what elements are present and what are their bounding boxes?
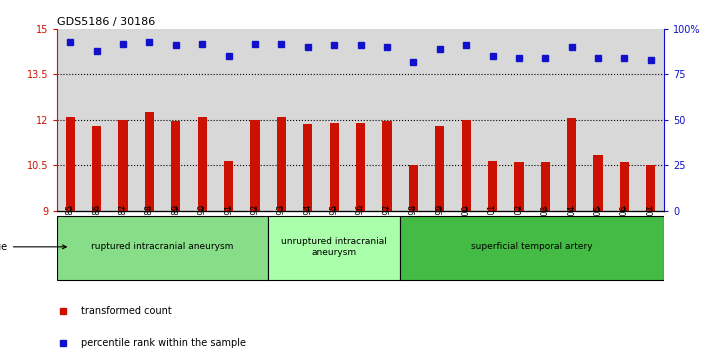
Bar [488, 160, 497, 211]
Bar [646, 165, 655, 211]
Bar [303, 125, 313, 211]
Bar [356, 123, 365, 211]
Bar [57, 216, 268, 280]
Bar [277, 117, 286, 211]
Bar [461, 120, 471, 211]
Text: unruptured intracranial
aneurysm: unruptured intracranial aneurysm [281, 237, 387, 257]
Text: superficial temporal artery: superficial temporal artery [471, 242, 593, 251]
Bar [330, 123, 339, 211]
Bar [408, 165, 418, 211]
Bar [224, 160, 233, 211]
Text: transformed count: transformed count [81, 306, 172, 316]
Bar [593, 155, 603, 211]
Bar [382, 121, 391, 211]
Text: tissue: tissue [0, 242, 66, 252]
Bar [251, 120, 260, 211]
Bar [119, 120, 128, 211]
Text: GDS5186 / 30186: GDS5186 / 30186 [57, 17, 156, 27]
Text: ruptured intracranial aneurysm: ruptured intracranial aneurysm [91, 242, 234, 251]
Bar [92, 126, 101, 211]
Bar [514, 162, 523, 211]
Bar [567, 118, 576, 211]
Bar [66, 117, 75, 211]
Bar [198, 117, 207, 211]
Bar [268, 216, 400, 280]
Bar [145, 112, 154, 211]
Text: percentile rank within the sample: percentile rank within the sample [81, 338, 246, 348]
Bar [400, 216, 664, 280]
Bar [540, 162, 550, 211]
Bar [620, 162, 629, 211]
Bar [171, 121, 181, 211]
Bar [435, 126, 444, 211]
